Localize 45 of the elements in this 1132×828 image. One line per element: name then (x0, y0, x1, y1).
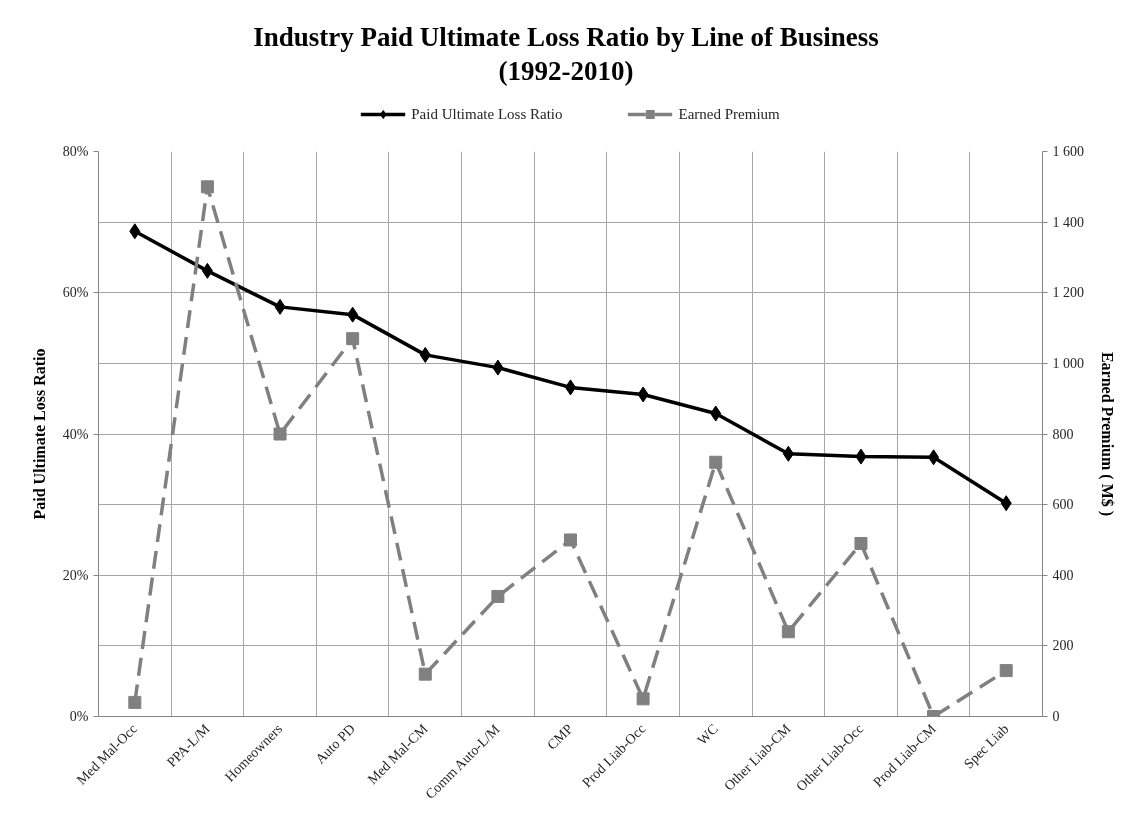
y2-tick-label: 800 (1052, 426, 1074, 442)
point (128, 695, 142, 709)
y2-tick-label: 600 (1052, 497, 1074, 513)
point (637, 386, 649, 403)
y2-tick-label: 1 200 (1052, 285, 1084, 301)
point (346, 332, 360, 346)
y2-tick-label: 0 (1052, 709, 1060, 724)
point (564, 533, 577, 547)
point (928, 449, 940, 466)
point (855, 448, 867, 465)
point (347, 306, 359, 323)
legend-label: Earned Premium (678, 105, 780, 123)
y2-tick-label: 200 (1052, 638, 1074, 654)
y2-axis-title: Earned Premium ( M$ ) (1098, 351, 1116, 517)
y-tick-label: 40% (62, 426, 89, 442)
point (201, 262, 213, 279)
y2-tick-label: 1 000 (1052, 355, 1084, 371)
y-tick-label: 0% (69, 709, 89, 724)
y2-tick-label: 400 (1052, 567, 1074, 583)
y-tick-label: 20% (62, 567, 89, 583)
point (782, 445, 794, 462)
point (854, 536, 868, 550)
point (1000, 495, 1012, 512)
point (274, 298, 286, 315)
point (709, 455, 723, 469)
y-tick-label: 80% (62, 144, 89, 159)
y2-tick-label: 1 400 (1052, 214, 1084, 230)
point (492, 359, 504, 376)
point (710, 405, 722, 422)
x-tick-label: WC (694, 721, 722, 748)
chart-title: Industry Paid Ultimate Loss Ratio by Line of Business (1992-2010) (253, 21, 879, 88)
point (418, 667, 432, 681)
point (200, 180, 214, 194)
y2-tick-label: 1 600 (1052, 144, 1084, 159)
x-tick-label: Spec Liab (961, 721, 1012, 772)
point (781, 625, 795, 639)
point (491, 589, 505, 603)
point (273, 427, 287, 441)
point (636, 692, 650, 706)
point (419, 346, 431, 363)
y-axis-title: Paid Ultimate Loss Ratio (30, 348, 48, 520)
legend-label: Paid Ultimate Loss Ratio (411, 105, 563, 123)
y-tick-label: 60% (62, 285, 89, 301)
point (129, 223, 141, 240)
point (999, 664, 1013, 678)
